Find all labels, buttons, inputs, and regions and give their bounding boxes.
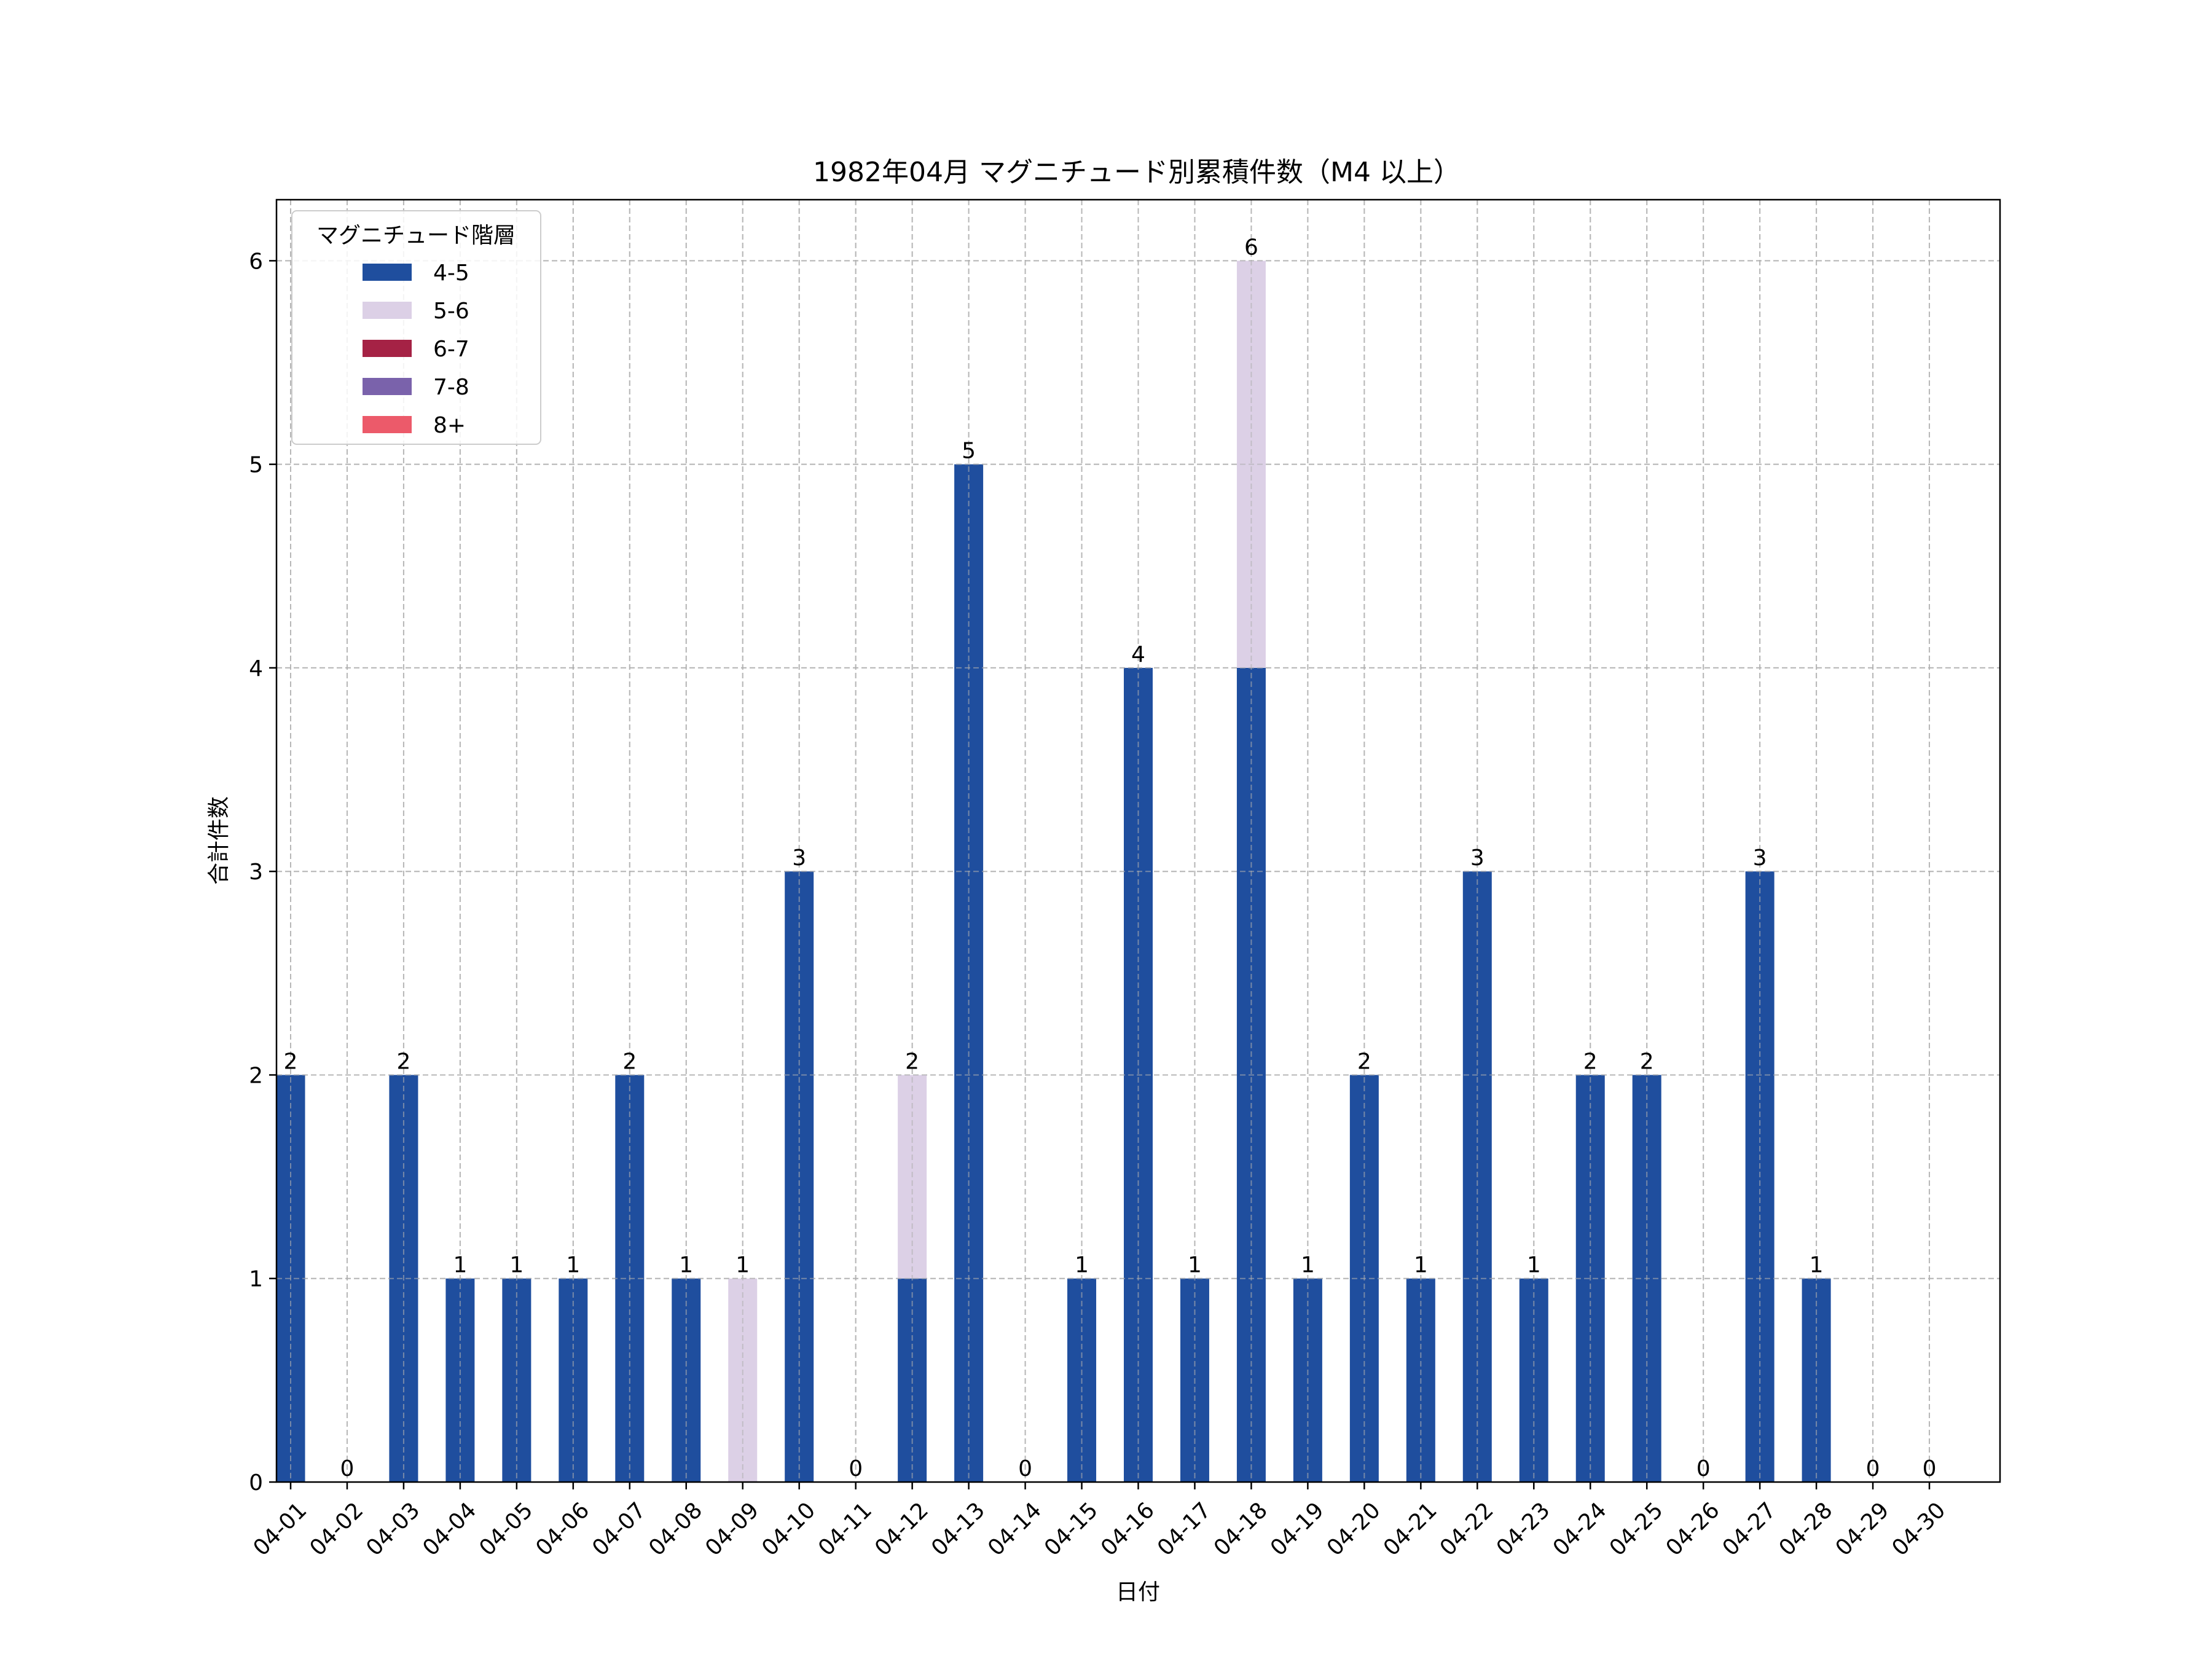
legend-label-7-8: 7-8 — [433, 375, 469, 400]
y-tick-label: 2 — [249, 1063, 263, 1088]
y-axis-label: 合計件数 — [206, 796, 232, 885]
legend-swatch-7-8 — [363, 378, 412, 395]
legend-label-8+: 8+ — [433, 413, 466, 438]
chart-title: 1982年04月 マグニチュード別累積件数（M4 以上） — [813, 157, 1461, 188]
total-label-04-03: 2 — [396, 1049, 410, 1074]
total-label-04-11: 0 — [849, 1456, 863, 1481]
total-label-04-30: 0 — [1923, 1456, 1937, 1481]
x-axis-label: 日付 — [1116, 1580, 1160, 1605]
total-label-04-07: 2 — [622, 1049, 637, 1074]
total-label-04-06: 1 — [566, 1253, 580, 1278]
legend-label-5-6: 5-6 — [433, 299, 469, 324]
total-labels: 2 0 2 1 1 1 2 1 1 3 0 2 5 0 1 4 1 6 1 2 1 3 1 2 2 0 3 1 0 0 — [284, 235, 1937, 1481]
total-label-04-09: 1 — [735, 1253, 750, 1278]
total-label-04-18: 6 — [1244, 235, 1258, 260]
total-label-04-21: 1 — [1414, 1253, 1428, 1278]
legend-label-6-7: 6-7 — [433, 337, 469, 362]
legend: マグニチュード階層 4-5 5-6 6-7 7-8 8+ — [291, 210, 541, 445]
total-label-04-13: 5 — [962, 439, 976, 464]
y-tick-label: 6 — [249, 249, 263, 274]
total-label-04-23: 1 — [1527, 1253, 1541, 1278]
total-label-04-25: 2 — [1640, 1049, 1654, 1074]
legend-swatch-6-7 — [363, 340, 412, 357]
total-label-04-10: 3 — [792, 845, 806, 871]
y-tick-label: 0 — [249, 1470, 263, 1496]
total-label-04-16: 4 — [1131, 642, 1145, 667]
legend-swatch-5-6 — [363, 302, 412, 319]
legend-swatch-4-5 — [363, 264, 412, 281]
legend-title: マグニチュード階層 — [316, 223, 516, 248]
legend-swatch-8+ — [363, 416, 412, 433]
total-label-04-08: 1 — [679, 1253, 693, 1278]
y-tick-label: 4 — [249, 656, 263, 681]
legend-label-4-5: 4-5 — [433, 261, 469, 286]
bars — [276, 200, 2000, 1483]
total-label-04-26: 0 — [1696, 1456, 1711, 1481]
y-tick-label: 1 — [249, 1267, 263, 1292]
total-label-04-01: 2 — [284, 1049, 298, 1074]
total-label-04-12: 2 — [905, 1049, 919, 1074]
total-label-04-28: 1 — [1810, 1253, 1824, 1278]
legend-box — [291, 210, 541, 445]
total-label-04-24: 2 — [1583, 1049, 1598, 1074]
total-label-04-04: 1 — [453, 1253, 467, 1278]
total-label-04-20: 2 — [1357, 1049, 1371, 1074]
total-label-04-29: 0 — [1866, 1456, 1880, 1481]
total-label-04-19: 1 — [1301, 1253, 1315, 1278]
y-tick-label: 3 — [249, 860, 263, 885]
total-label-04-22: 3 — [1470, 845, 1484, 871]
total-label-04-02: 0 — [340, 1456, 355, 1481]
total-label-04-14: 0 — [1018, 1456, 1032, 1481]
total-label-04-17: 1 — [1188, 1253, 1202, 1278]
total-label-04-05: 1 — [509, 1253, 524, 1278]
y-tick-label: 5 — [249, 453, 263, 478]
total-label-04-15: 1 — [1075, 1253, 1089, 1278]
total-label-04-27: 3 — [1753, 845, 1767, 871]
